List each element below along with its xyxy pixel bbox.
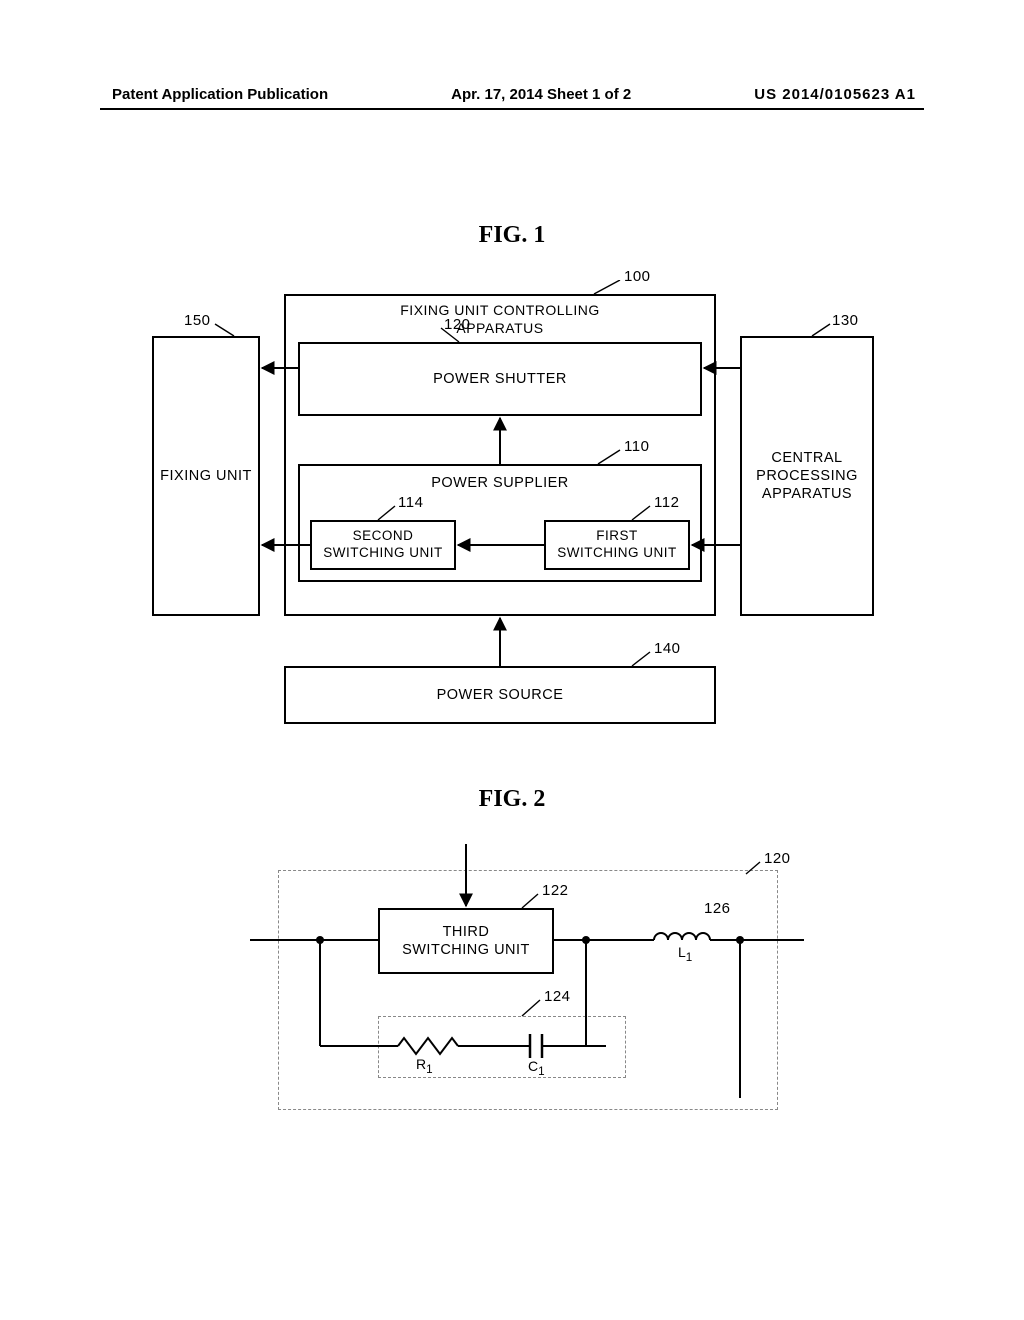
fig1-stage: FIXING UNIT CONTROLLING APPARATUS FIXING… bbox=[0, 280, 1024, 750]
r1-letter: R bbox=[416, 1056, 426, 1072]
fig1-connectors bbox=[0, 280, 1024, 750]
fig2-title: FIG. 2 bbox=[0, 786, 1024, 813]
ref2-120: 120 bbox=[764, 850, 791, 867]
header-rule bbox=[100, 108, 924, 110]
c1-sub: 1 bbox=[538, 1065, 544, 1078]
l1-letter: L bbox=[678, 944, 686, 960]
ref-130: 130 bbox=[832, 312, 859, 329]
header-center: Apr. 17, 2014 Sheet 1 of 2 bbox=[451, 86, 631, 103]
ref2-126: 126 bbox=[704, 900, 731, 917]
r1-label: R1 bbox=[416, 1056, 433, 1076]
header-left: Patent Application Publication bbox=[112, 86, 328, 103]
ref-150: 150 bbox=[184, 312, 211, 329]
ref2-122: 122 bbox=[542, 882, 569, 899]
header-right: US 2014/0105623 A1 bbox=[754, 86, 916, 103]
fig1-title: FIG. 1 bbox=[0, 222, 1024, 249]
c1-label: C1 bbox=[528, 1058, 545, 1078]
r1-sub: 1 bbox=[426, 1063, 432, 1076]
l1-sub: 1 bbox=[686, 951, 692, 964]
ref2-124: 124 bbox=[544, 988, 571, 1005]
fig2-connectors bbox=[0, 840, 1024, 1140]
c1-letter: C bbox=[528, 1058, 538, 1074]
fig2-stage: THIRD SWITCHING UNIT bbox=[0, 840, 1024, 1140]
ref-110: 110 bbox=[624, 438, 649, 455]
ref-140: 140 bbox=[654, 640, 681, 657]
ref-114: 114 bbox=[398, 494, 423, 511]
l1-label: L1 bbox=[678, 944, 692, 964]
ref-120: 120 bbox=[444, 316, 471, 333]
page-header: Patent Application Publication Apr. 17, … bbox=[0, 86, 1024, 103]
ref-100: 100 bbox=[624, 268, 651, 285]
ref-112: 112 bbox=[654, 494, 679, 511]
